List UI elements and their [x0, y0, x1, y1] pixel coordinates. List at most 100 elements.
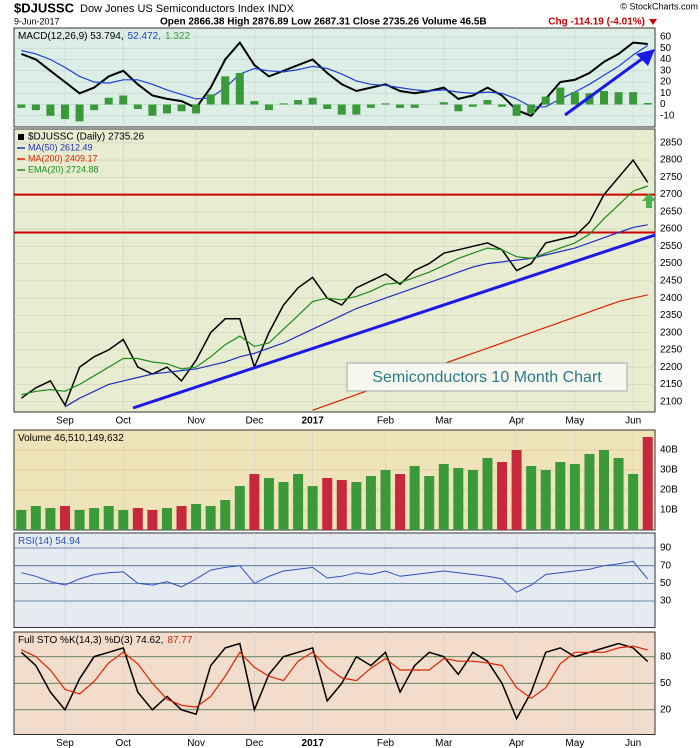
- legend-entry: 1.322: [165, 31, 190, 42]
- histogram-bar: [454, 104, 463, 112]
- y-tick-label: 2550: [660, 241, 683, 252]
- volume-bar: [467, 470, 478, 530]
- histogram-bar: [133, 104, 142, 109]
- y-tick-label: 2750: [660, 172, 683, 183]
- y-tick-label: 2650: [660, 206, 683, 217]
- histogram-bar: [46, 104, 55, 116]
- x-tick-label: Apr: [509, 738, 525, 748]
- volume-bar: [59, 506, 70, 530]
- volume-bar: [365, 476, 376, 530]
- volume-bar: [336, 480, 347, 530]
- histogram-bar: [512, 104, 521, 116]
- legend-entry: 87.77: [167, 635, 192, 646]
- legend-entry: RSI(14) 54.94: [18, 536, 81, 547]
- volume-bar: [293, 474, 304, 530]
- y-tick-label: 80: [660, 651, 672, 662]
- volume-bar: [307, 486, 318, 530]
- volume-bar: [103, 506, 114, 530]
- volume-bar: [438, 464, 449, 530]
- volume-bar: [74, 510, 85, 530]
- y-tick-label: 2350: [660, 310, 683, 321]
- volume-bar: [322, 478, 333, 530]
- volume-bar: [540, 470, 551, 530]
- y-tick-label: 2200: [660, 362, 683, 373]
- histogram-bar: [221, 76, 230, 105]
- y-tick-label: 60: [660, 32, 672, 43]
- y-tick-label: 50: [660, 578, 672, 589]
- legend-entry: MA(200) 2409.17: [28, 153, 98, 163]
- histogram-bar: [60, 104, 69, 120]
- volume-bar: [234, 486, 245, 530]
- x-tick-label: Mar: [435, 416, 453, 427]
- y-tick-label: 2800: [660, 155, 683, 166]
- histogram-bar: [352, 104, 361, 115]
- y-tick-label: 20: [660, 704, 672, 715]
- legend-entry: 52.472,: [128, 31, 161, 42]
- x-tick-label: Jun: [625, 738, 641, 748]
- series-line: [20, 642, 649, 721]
- histogram-bar: [90, 104, 99, 111]
- y-tick-label: 2850: [660, 137, 683, 148]
- y-tick-label: 50: [660, 678, 672, 689]
- x-tick-label: Nov: [187, 738, 205, 748]
- x-tick-label: Dec: [245, 738, 263, 748]
- volume-bar: [497, 462, 508, 530]
- legend-entry: Volume 46,510,149,632: [18, 433, 124, 444]
- volume-bar: [628, 474, 639, 530]
- volume-bar: [351, 482, 362, 530]
- legend-entry: MA(50) 2612.49: [28, 142, 93, 152]
- volume-bar: [147, 510, 158, 530]
- volume-bar: [424, 476, 435, 530]
- y-tick-label: 30B: [660, 465, 678, 476]
- x-tick-label: May: [565, 416, 584, 427]
- histogram-bar: [556, 87, 565, 105]
- x-tick-label: 2017: [302, 416, 325, 427]
- x-tick-label: Sep: [56, 738, 74, 748]
- x-tick-label: Nov: [187, 416, 205, 427]
- y-tick-label: -10: [660, 110, 675, 121]
- volume-bar: [176, 506, 187, 530]
- y-tick-label: 30: [660, 65, 672, 76]
- y-tick-label: 50: [660, 43, 672, 54]
- histogram-bar: [498, 104, 507, 107]
- y-tick-label: 40: [660, 54, 672, 65]
- panel-label: RSI(14) 54.94: [18, 536, 81, 547]
- volume-bar: [584, 454, 595, 530]
- histogram-bar: [31, 104, 40, 111]
- y-tick-label: 2600: [660, 224, 683, 235]
- histogram-bar: [541, 96, 550, 105]
- histogram-bar: [381, 103, 390, 105]
- panel-background: [13, 532, 656, 628]
- histogram-bar: [366, 104, 375, 108]
- y-tick-label: 2100: [660, 396, 683, 407]
- histogram-bar: [439, 102, 448, 105]
- change: Chg -114.19 (-4.01%): [548, 17, 645, 28]
- series-line: [21, 645, 648, 708]
- x-tick-label: Feb: [377, 416, 395, 427]
- series-line: [21, 560, 649, 593]
- y-tick-label: 70: [660, 560, 672, 571]
- volume-bar: [526, 466, 537, 530]
- y-tick-label: 30: [660, 596, 672, 607]
- histogram-bar: [119, 95, 128, 105]
- y-tick-label: 2300: [660, 327, 683, 338]
- histogram-bar: [600, 91, 609, 105]
- x-tick-label: 2017: [302, 738, 325, 748]
- y-tick-label: 2700: [660, 189, 683, 200]
- series-line: [21, 44, 649, 108]
- x-tick-label: Apr: [509, 416, 525, 427]
- histogram-bar: [75, 104, 84, 122]
- volume-bar: [118, 510, 129, 530]
- volume-bar: [249, 474, 260, 530]
- histogram-bar: [104, 97, 113, 105]
- volume-bar: [599, 450, 610, 530]
- series-line: [21, 185, 648, 396]
- histogram-bar: [250, 101, 259, 105]
- histogram-bar: [192, 104, 201, 114]
- histogram-bar: [162, 104, 171, 114]
- down-arrow: [649, 19, 657, 25]
- y-tick-label: 2500: [660, 258, 683, 269]
- y-tick-label: 20: [660, 77, 672, 88]
- histogram-bar: [629, 92, 638, 105]
- histogram-bar: [527, 104, 536, 114]
